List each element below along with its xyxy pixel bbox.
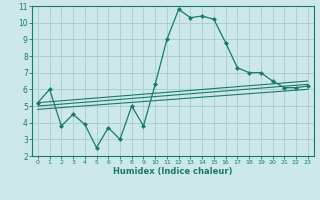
X-axis label: Humidex (Indice chaleur): Humidex (Indice chaleur) — [113, 167, 233, 176]
